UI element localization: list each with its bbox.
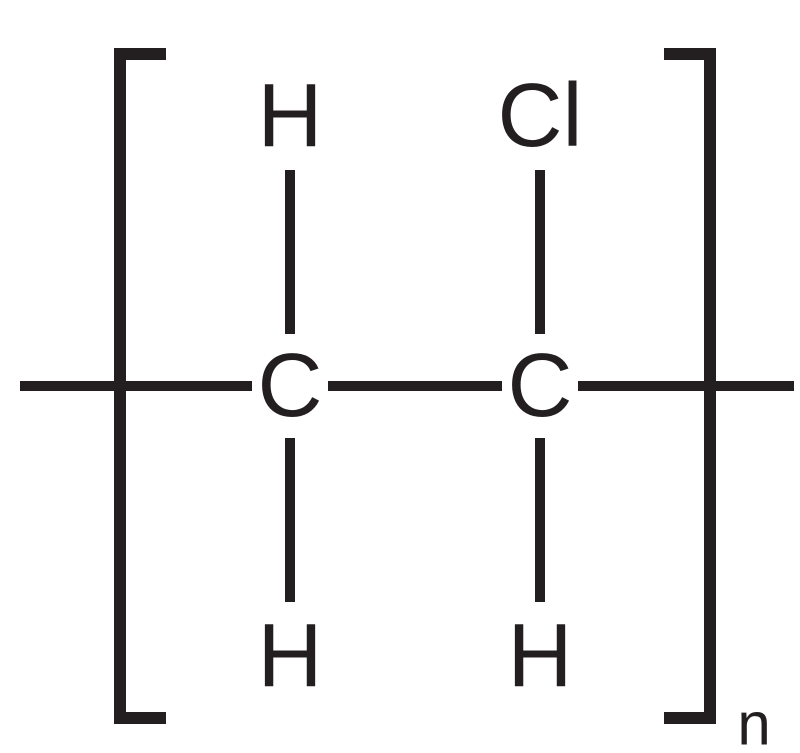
atom-h-bot-left: H <box>258 606 323 706</box>
atom-c2: C <box>508 336 573 436</box>
atom-c1: C <box>258 336 323 436</box>
pvc-structure-diagram: H Cl C C H H n <box>0 0 800 753</box>
atom-h-top-left: H <box>258 66 323 166</box>
atom-h-bot-right: H <box>508 606 573 706</box>
repeat-subscript: n <box>737 691 770 753</box>
atom-cl-top-right: Cl <box>498 66 583 166</box>
